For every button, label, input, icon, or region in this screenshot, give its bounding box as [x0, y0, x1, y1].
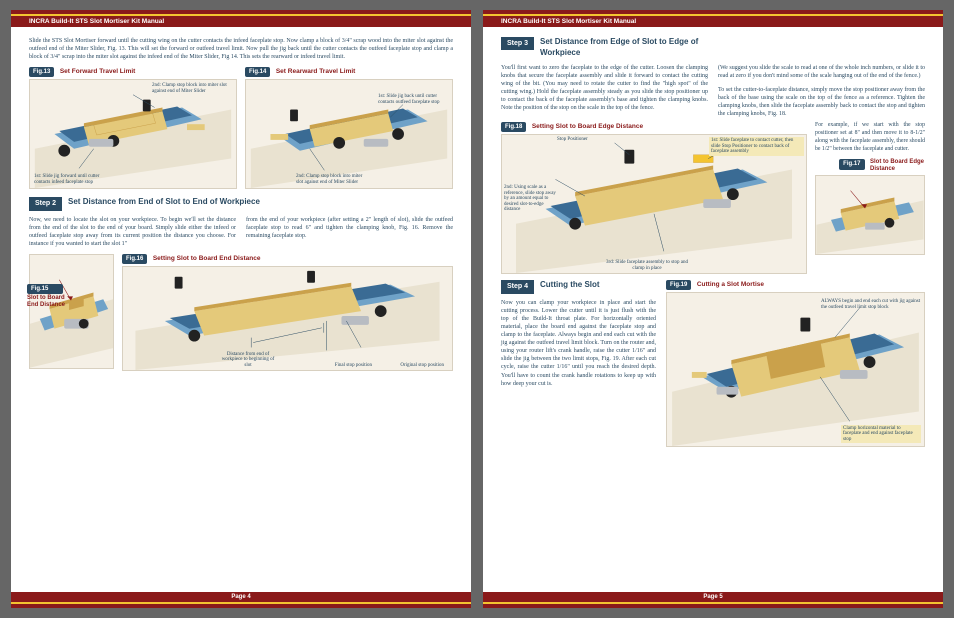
fig19-c2: Clamp horizontal material to faceplate a…: [841, 425, 921, 444]
bot-band-r: [483, 602, 943, 608]
fig17-diagram: [815, 175, 925, 255]
fig19-label: Fig.19: [666, 280, 691, 290]
fig19-diagram: ALWAYS begin and end each cut with jig a…: [666, 292, 925, 447]
fig15-title: Slot to Board End Distance: [27, 295, 67, 308]
fig-row-15-16: Fig.15 Slot to Board End Distance Fig.16…: [29, 254, 453, 371]
fig14-diagram: 1st: Slide jig back until cutter contact…: [245, 79, 453, 189]
step3-colB: (We suggest you slide the scale to read …: [718, 64, 925, 119]
step2-title: Set Distance from End of Slot to End of …: [68, 197, 260, 208]
step3-row: Step 3 Set Distance from Edge of Slot to…: [501, 37, 925, 59]
step3-badge: Step 3: [501, 37, 534, 50]
step2-columns: Now, we need to locate the slot on your …: [29, 216, 453, 248]
intro-para: Slide the STS Slot Mortiser forward unti…: [29, 37, 453, 61]
step4-row-wrap: Step 4 Cutting the Slot Now you can clam…: [501, 280, 925, 447]
step2-colB: from the end of your workpiece (after se…: [246, 216, 453, 248]
fig15-label: Fig.15: [27, 284, 63, 294]
step2-colA: Now, we need to locate the slot on your …: [29, 216, 236, 248]
content-left: Slide the STS Slot Mortiser forward unti…: [11, 27, 471, 592]
step4-text: Step 4 Cutting the Slot Now you can clam…: [501, 280, 656, 447]
fig15-diagram: [29, 254, 114, 369]
fig16-diagram: Final stop position Original stop positi…: [122, 266, 453, 371]
step3-colA: You'll first want to zero the faceplate …: [501, 64, 708, 119]
fig18-label: Fig.18: [501, 122, 526, 132]
fig-row-13-14: Fig.13 Set Forward Travel Limit: [29, 67, 453, 189]
fig17-label: Fig.17: [839, 159, 864, 169]
step3-columns: You'll first want to zero the faceplate …: [501, 64, 925, 119]
step2-row: Step 2 Set Distance from End of Slot to …: [29, 197, 453, 210]
fig18-c2: 1st: Slide faceplate to contact cutter, …: [709, 137, 804, 156]
fig16-c3: Distance from end of workpiece to beginn…: [218, 352, 278, 369]
fig-15: Fig.15 Slot to Board End Distance: [29, 254, 114, 371]
side-col: For example, if we start with the stop p…: [815, 122, 925, 274]
fig18-c1: Stop Positioner: [557, 137, 588, 143]
header-bar: INCRA Build-It STS Slot Mortiser Kit Man…: [11, 16, 471, 27]
step4-title: Cutting the Slot: [540, 280, 600, 291]
footer-left: Page 4: [11, 592, 471, 602]
step4-badge: Step 4: [501, 280, 534, 293]
fig18-title: Setting Slot to Board Edge Distance: [532, 123, 643, 130]
fig-row-18-17: Fig.18 Setting Slot to Board Edge Distan…: [501, 122, 925, 274]
page-left: INCRA Build-It STS Slot Mortiser Kit Man…: [11, 10, 471, 608]
fig16-title: Setting Slot to Board End Distance: [153, 255, 261, 262]
step3-title: Set Distance from Edge of Slot to Edge o…: [540, 37, 720, 59]
content-right: Step 3 Set Distance from Edge of Slot to…: [483, 27, 943, 592]
step4-para: Now you can clamp your workpiece in plac…: [501, 299, 656, 388]
header-bar-r: INCRA Build-It STS Slot Mortiser Kit Man…: [483, 16, 943, 27]
fig-18: Fig.18 Setting Slot to Board Edge Distan…: [501, 122, 807, 274]
step3-colB1: (We suggest you slide the scale to read …: [718, 64, 925, 80]
fig-17: Fig.17 Slot to Board Edge Distance: [815, 159, 925, 254]
fig-13: Fig.13 Set Forward Travel Limit: [29, 67, 237, 189]
fig19-c1: ALWAYS begin and end each cut with jig a…: [821, 299, 921, 310]
fig13-diagram: 2nd: Clamp stop block into miter slot ag…: [29, 79, 237, 189]
fig14-callout-2: 2nd: Clamp stop block into miter slot ag…: [296, 174, 366, 185]
fig-16: Fig.16 Setting Slot to Board End Distanc…: [122, 254, 453, 371]
fig18-diagram: Stop Positioner 1st: Slide faceplate to …: [501, 134, 807, 274]
fig16-label: Fig.16: [122, 254, 147, 264]
fig18-c3: 2nd: Using scale as a reference, slide s…: [504, 185, 559, 213]
fig13-callout-1: 2nd: Clamp stop block into miter slot ag…: [152, 83, 232, 94]
fig19-title: Cutting a Slot Mortise: [697, 281, 764, 288]
step2-badge: Step 2: [29, 197, 62, 210]
side-para: For example, if we start with the stop p…: [815, 122, 925, 153]
fig14-label: Fig.14: [245, 67, 270, 77]
fig-14: Fig.14 Set Rearward Travel Limit: [245, 67, 453, 189]
fig16-c1: Final stop position: [335, 363, 372, 369]
page-right: INCRA Build-It STS Slot Mortiser Kit Man…: [483, 10, 943, 608]
fig16-c2: Original stop position: [400, 363, 444, 369]
fig13-label: Fig.13: [29, 67, 54, 77]
step3-colB2: To set the cutter-to-faceplate distance,…: [718, 86, 925, 118]
fig13-title: Set Forward Travel Limit: [60, 68, 136, 75]
fig18-c4: 3rd: Slide faceplate assembly to stop an…: [602, 260, 692, 271]
fig-19: Fig.19 Cutting a Slot Mortise: [666, 280, 925, 447]
fig14-callout-1: 1st: Slide jig back until cutter contact…: [378, 94, 448, 105]
fig14-title: Set Rearward Travel Limit: [276, 68, 355, 75]
fig13-callout-2: 1st: Slide jig forward until cutter cont…: [34, 174, 114, 185]
fig17-title: Slot to Board Edge Distance: [870, 159, 925, 172]
footer-right: Page 5: [483, 592, 943, 602]
bot-band: [11, 602, 471, 608]
